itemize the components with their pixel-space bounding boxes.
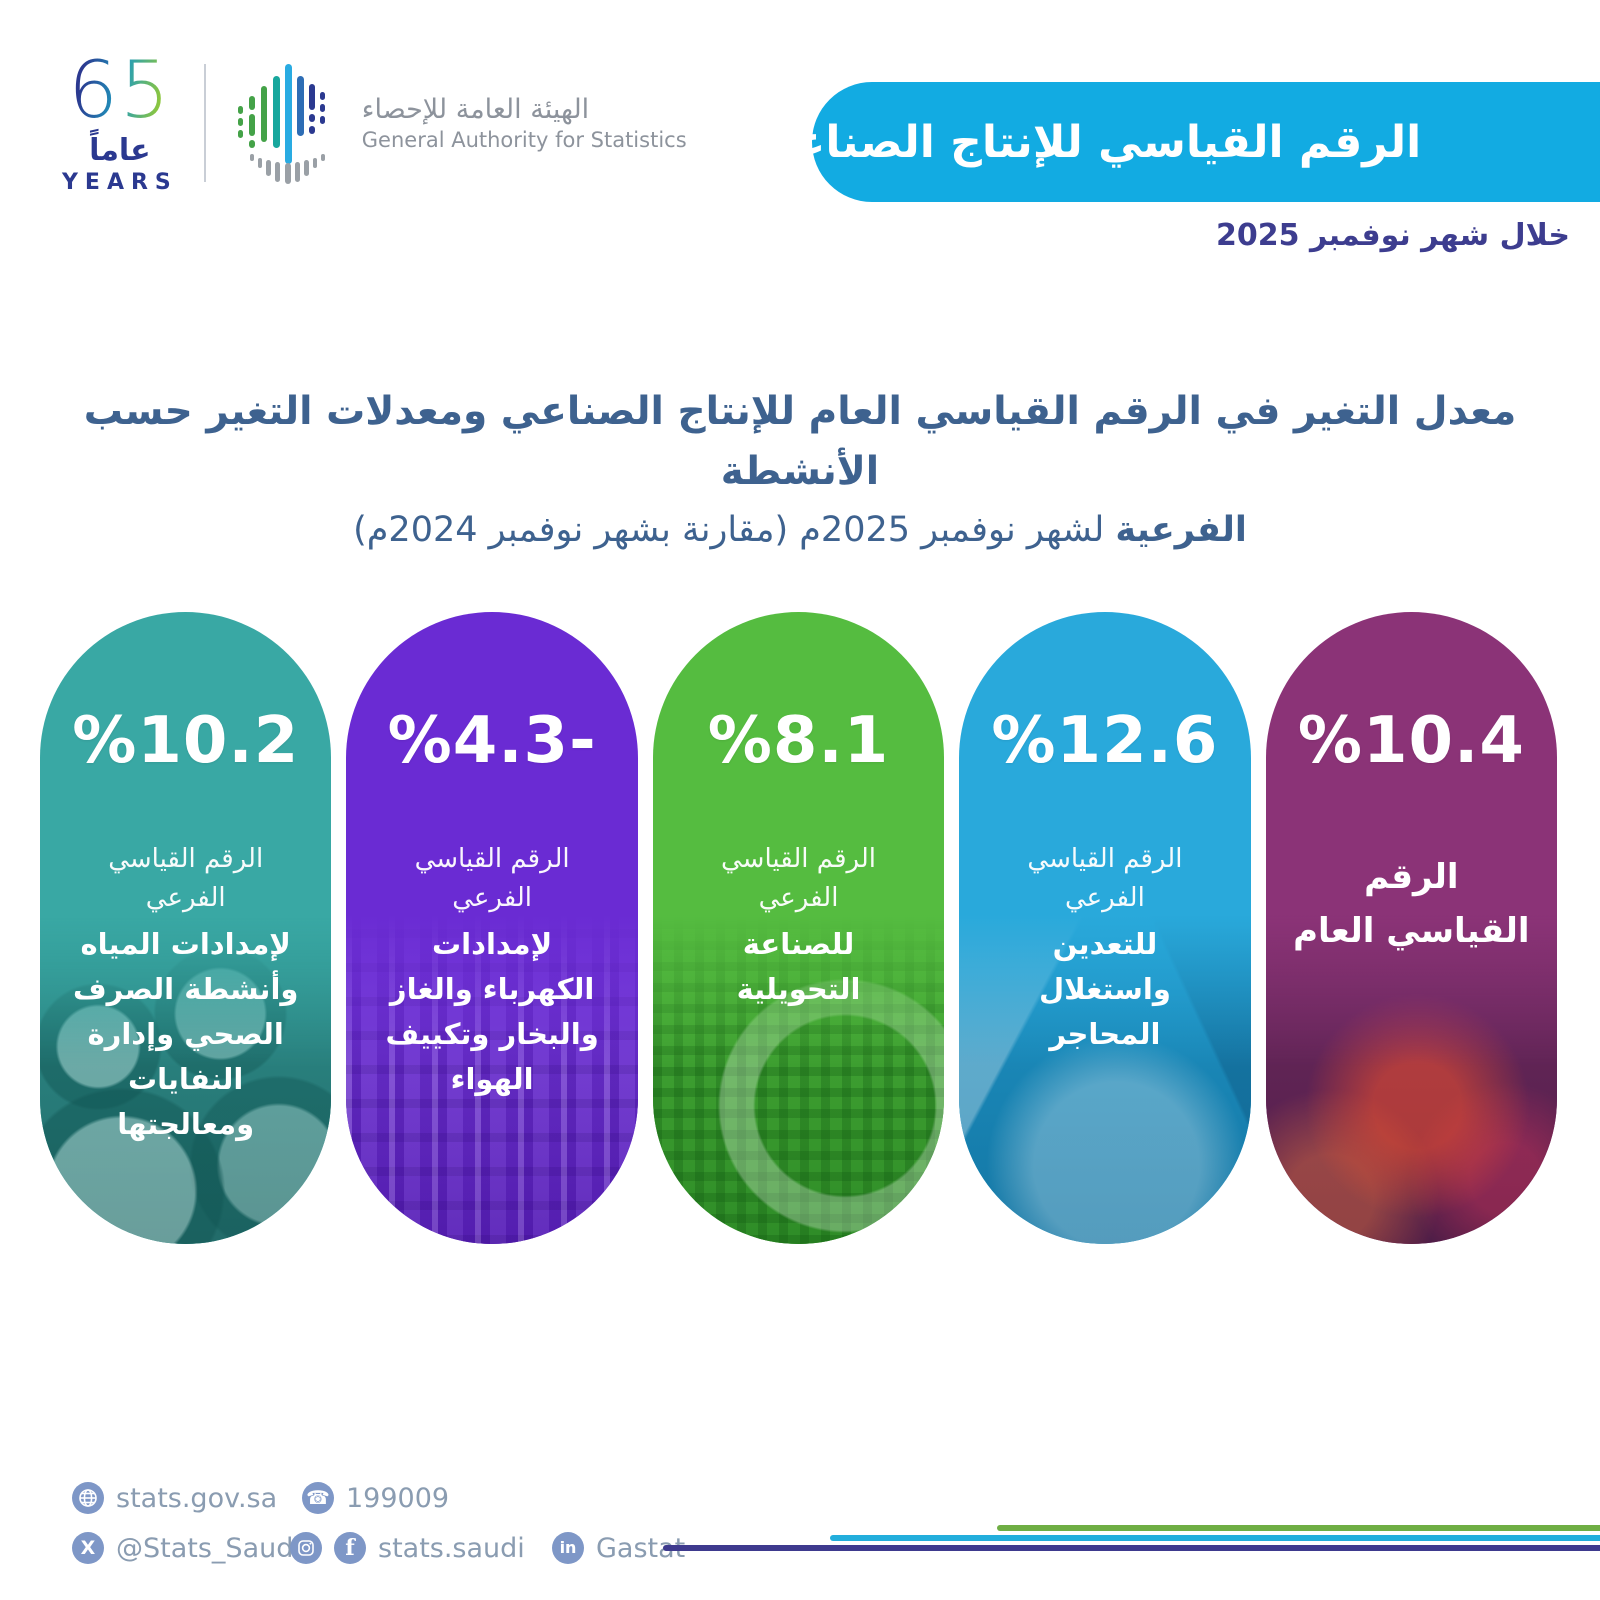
instagram-icon (290, 1532, 322, 1564)
footer-social-text: stats.saudi (378, 1532, 525, 1564)
water-pipes-photo (40, 915, 332, 1244)
gastat-logo-icon (232, 58, 344, 188)
linkedin-icon: in (552, 1532, 584, 1564)
x-icon: X (72, 1532, 104, 1564)
footer-social-accounts: f stats.saudi (290, 1532, 525, 1564)
quarry-conveyor-photo (959, 915, 1251, 1244)
main-title-line2-bold: الفرعية (1115, 509, 1247, 550)
title-banner: الرقم القياسي للإنتاج الصناعي (751, 82, 1600, 202)
main-title-line1: معدل التغير في الرقم القياسي العام للإنت… (83, 389, 1517, 495)
water-index-sublabel: الرقم القياسي الفرعي (108, 844, 264, 913)
main-title-line2-rest: لشهر نوفمبر 2025م (مقارنة بشهر نوفمبر 20… (353, 509, 1116, 550)
water-index-name: لإمدادات المياه وأنشطة الصرف الصحي وإدار… (72, 927, 299, 1141)
footer-phone-text: 199009 (346, 1482, 450, 1514)
footer-website-text: stats.gov.sa (116, 1482, 278, 1514)
mining-index-name: للتعدين واستغلال المحاجر (1038, 927, 1171, 1051)
footer-x-account: X @Stats_Saudi (72, 1532, 301, 1564)
header-logos: 65 عاماً YEARS (62, 52, 687, 194)
main-title-line2: الفرعية لشهر نوفمبر 2025م (مقارنة بشهر ن… (40, 503, 1560, 557)
gastat-logo-block: الهيئة العامة للإحصاء General Authority … (232, 58, 687, 188)
globe-icon (72, 1482, 104, 1514)
electric-motor-photo (652, 915, 945, 1244)
years-65-logo: 65 عاماً YEARS (62, 52, 178, 194)
power-plant-photo (346, 915, 638, 1244)
water-index-value: %10.2 (72, 704, 300, 778)
kpi-cards-row: %10.2 الرقم القياسي الفرعي لإمدادات المي… (40, 612, 1558, 1244)
years-word-english: YEARS (62, 170, 178, 195)
electricity-index-sublabel: الرقم القياسي الفرعي (414, 844, 570, 913)
decor-line-cyan (830, 1535, 1600, 1541)
general-index-name: الرقم القياسي العام (1293, 857, 1530, 952)
footer-website: stats.gov.sa (72, 1482, 277, 1514)
manufacturing-index-name: للصناعة التحويلية (736, 927, 861, 1006)
years-word-arabic: عاماً (89, 133, 151, 168)
banner-title: الرقم القياسي للإنتاج الصناعي (750, 116, 1422, 168)
logo-divider (203, 64, 206, 182)
footer-phone: ☎ 199009 (302, 1482, 449, 1514)
electricity-index-name: لإمدادات الكهرباء والغاز والبخار وتكييف … (385, 927, 599, 1096)
phone-icon: ☎ (302, 1482, 334, 1514)
metalwork-sparks-photo (1265, 915, 1558, 1244)
footer-x-text: @Stats_Saudi (116, 1532, 301, 1564)
authority-name-arabic: الهيئة العامة للإحصاء (361, 94, 590, 125)
general-index-value: %10.4 (1297, 704, 1525, 778)
facebook-icon: f (334, 1532, 366, 1564)
manufacturing-index-value: %8.1 (707, 704, 890, 778)
card-manufacturing-index: %8.1 الرقم القياسي الفرعي للصناعة التحوي… (652, 612, 945, 1244)
main-title: معدل التغير في الرقم القياسي العام للإنت… (40, 382, 1560, 557)
report-period: خلال شهر نوفمبر 2025 (1216, 218, 1570, 253)
decor-line-purple (663, 1545, 1600, 1551)
electricity-index-value: %4.3- (387, 704, 597, 778)
mining-index-sublabel: الرقم القياسي الفرعي (1027, 844, 1183, 913)
decor-line-green (997, 1525, 1600, 1531)
card-water-supply-index: %10.2 الرقم القياسي الفرعي لإمدادات المي… (40, 612, 332, 1244)
card-general-index: %10.4 الرقم القياسي العام (1265, 612, 1558, 1244)
mining-index-value: %12.6 (991, 704, 1219, 778)
years-65-number: 65 (68, 46, 172, 136)
authority-name-english: General Authority for Statistics (361, 127, 687, 152)
footer-linkedin-account: in Gastat (552, 1532, 685, 1564)
card-electricity-index: %4.3- الرقم القياسي الفرعي لإمدادات الكه… (346, 612, 638, 1244)
manufacturing-index-sublabel: الرقم القياسي الفرعي (721, 844, 877, 913)
card-mining-index: %12.6 الرقم القياسي الفرعي للتعدين واستغ… (959, 612, 1251, 1244)
